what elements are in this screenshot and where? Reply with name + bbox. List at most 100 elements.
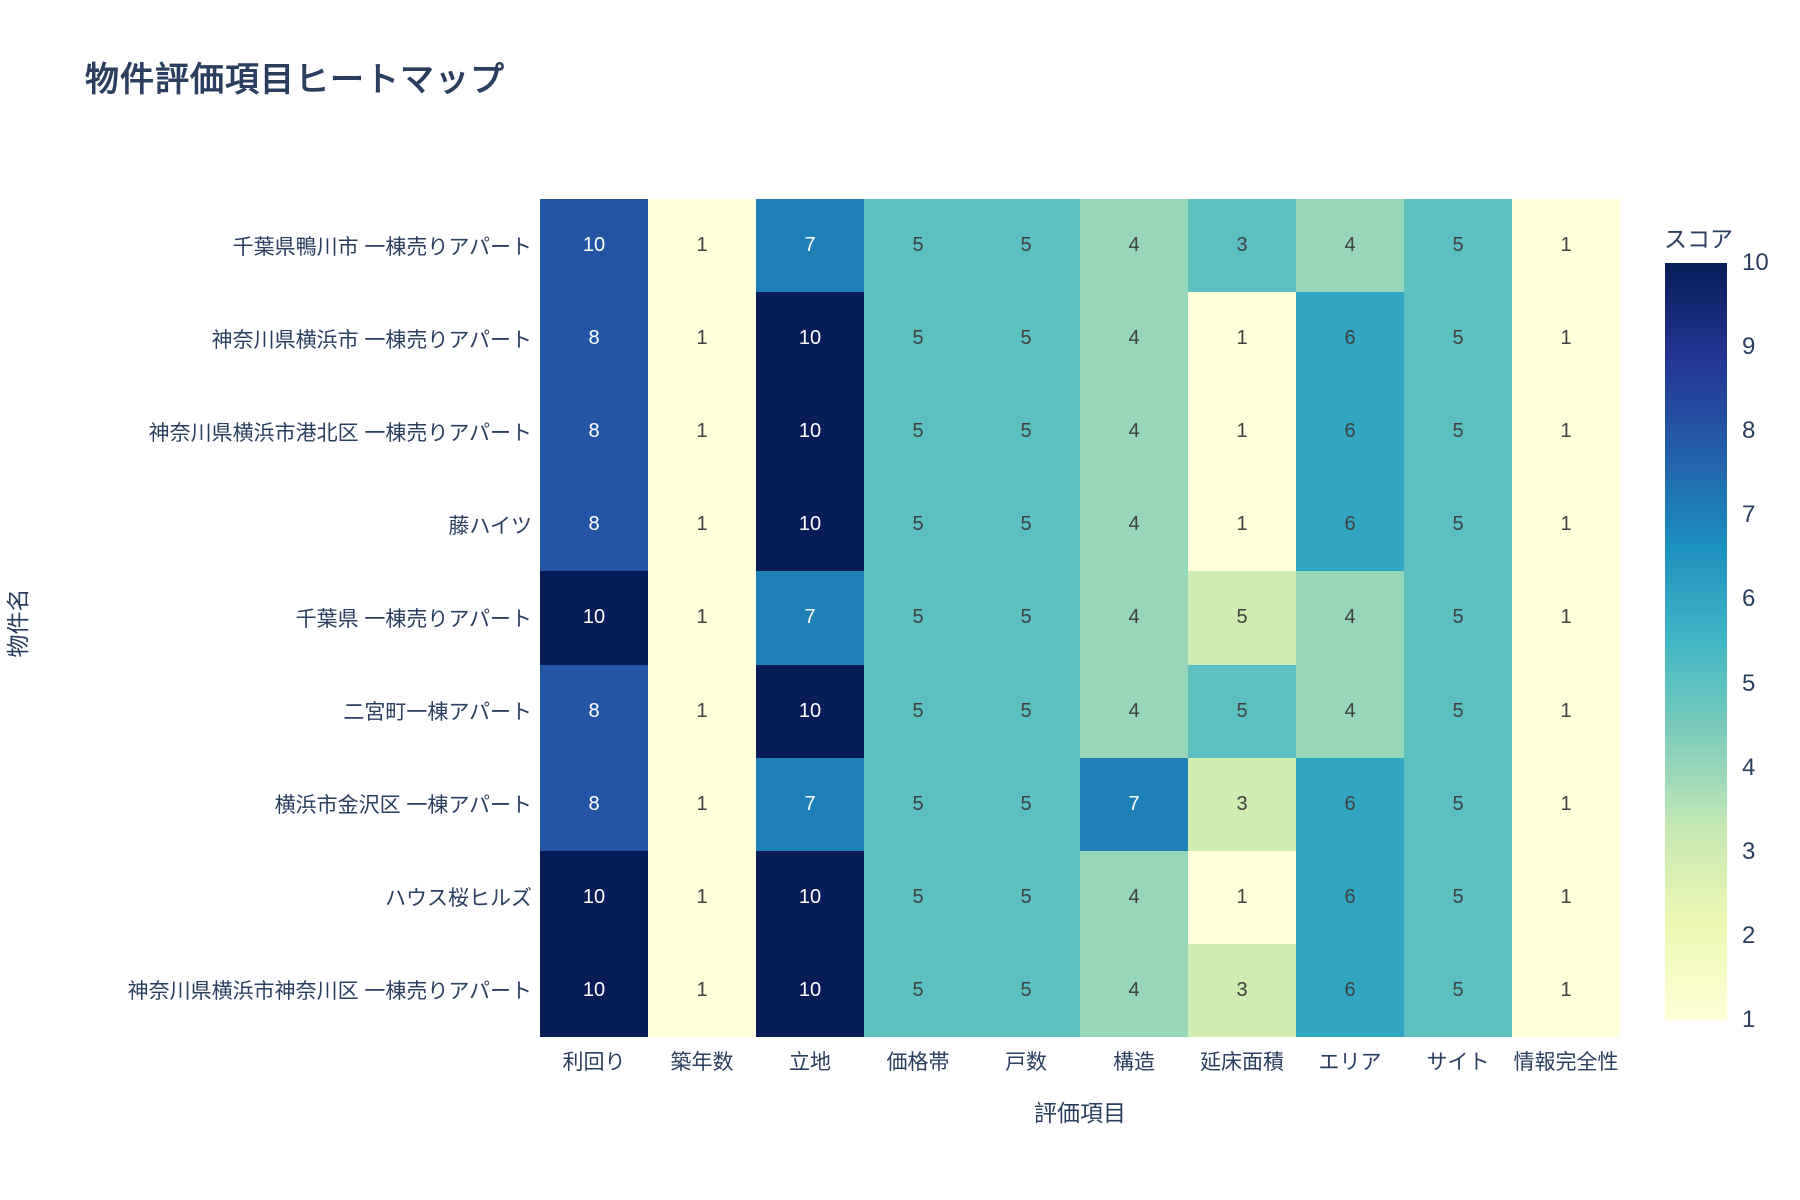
colorbar-tick-label: 10 xyxy=(1742,249,1769,276)
x-axis-title: 評価項目 xyxy=(1034,1100,1126,1126)
heatmap-cell: 1 xyxy=(1188,850,1296,944)
heatmap-cell: 1 xyxy=(648,664,756,758)
heatmap-cell: 4 xyxy=(1080,385,1188,479)
colorbar-gradient xyxy=(1665,263,1727,1020)
heatmap-cell: 1 xyxy=(648,385,756,479)
x-tick-label: サイト xyxy=(1426,1051,1490,1074)
heatmap-cell: 10 xyxy=(540,571,648,665)
heatmap-cell: 4 xyxy=(1296,664,1404,758)
heatmap-cell: 10 xyxy=(540,199,648,293)
x-tick-label: 利回り xyxy=(562,1051,626,1074)
heatmap-cell: 1 xyxy=(1512,850,1620,944)
heatmap-cell: 10 xyxy=(756,664,864,758)
heatmap-cell: 4 xyxy=(1080,850,1188,944)
heatmap-cell: 1 xyxy=(1512,292,1620,386)
heatmap-cell: 5 xyxy=(1404,385,1512,479)
heatmap-cell: 3 xyxy=(1188,757,1296,851)
heatmap-cell: 1 xyxy=(1512,943,1620,1037)
heatmap-cell: 4 xyxy=(1080,199,1188,293)
heatmap-cell: 5 xyxy=(864,478,972,572)
heatmap-cell: 5 xyxy=(864,292,972,386)
heatmap-cell: 7 xyxy=(1080,757,1188,851)
x-tick-label: エリア xyxy=(1318,1051,1382,1074)
heatmap-cell: 1 xyxy=(1512,664,1620,758)
heatmap-cell: 7 xyxy=(756,571,864,665)
y-tick-label: 横浜市金沢区 一棟アパート xyxy=(274,794,532,818)
heatmap-cell: 6 xyxy=(1296,292,1404,386)
heatmap-cell: 1 xyxy=(1512,757,1620,851)
heatmap-cell: 10 xyxy=(540,850,648,944)
heatmap-cell: 5 xyxy=(1188,664,1296,758)
heatmap-cell: 5 xyxy=(972,571,1080,665)
y-tick-label: 神奈川県横浜市神奈川区 一棟売りアパート xyxy=(127,980,532,1004)
heatmap-cell: 5 xyxy=(972,664,1080,758)
heatmap-cell: 1 xyxy=(648,292,756,386)
heatmap-cell: 4 xyxy=(1080,292,1188,386)
heatmap-cell: 10 xyxy=(756,292,864,386)
heatmap-cell: 5 xyxy=(864,757,972,851)
heatmap-cell: 1 xyxy=(1188,292,1296,386)
colorbar-tick-label: 5 xyxy=(1742,669,1756,697)
heatmap-cell: 4 xyxy=(1080,478,1188,572)
heatmap-cell: 5 xyxy=(1404,292,1512,386)
heatmap-cell: 8 xyxy=(540,757,648,851)
heatmap-cell: 5 xyxy=(1188,571,1296,665)
y-axis-title: 物件名 xyxy=(5,588,31,658)
heatmap-cell: 8 xyxy=(540,385,648,479)
y-tick-label: 二宮町一棟アパート xyxy=(343,701,532,725)
heatmap-cell: 1 xyxy=(1512,385,1620,479)
heatmap-cell: 5 xyxy=(1404,199,1512,293)
heatmap-cell: 5 xyxy=(864,943,972,1037)
y-tick-label: 藤ハイツ xyxy=(448,514,532,538)
y-tick-label: ハウス桜ヒルズ xyxy=(385,887,532,911)
heatmap-cell: 5 xyxy=(864,664,972,758)
heatmap-cell: 1 xyxy=(648,478,756,572)
heatmap-cell: 5 xyxy=(864,571,972,665)
heatmap-cell: 6 xyxy=(1296,478,1404,572)
x-tick-label: 価格帯 xyxy=(886,1051,950,1074)
colorbar-tick-label: 6 xyxy=(1742,585,1756,613)
x-tick-label: 立地 xyxy=(789,1051,831,1074)
heatmap-cell: 1 xyxy=(1512,571,1620,665)
heatmap-cell: 8 xyxy=(540,292,648,386)
heatmap-cell: 5 xyxy=(864,199,972,293)
heatmap-cell: 1 xyxy=(1512,478,1620,572)
heatmap-cell: 1 xyxy=(648,199,756,293)
heatmap-cell: 7 xyxy=(756,757,864,851)
heatmap-cell: 6 xyxy=(1296,943,1404,1037)
x-tick-label: 構造 xyxy=(1113,1051,1155,1074)
y-tick-label: 千葉県 一棟売りアパート xyxy=(295,608,532,631)
heatmap-cell: 5 xyxy=(972,757,1080,851)
chart-title: 物件評価項目ヒートマップ xyxy=(85,61,505,99)
heatmap-cell: 10 xyxy=(756,943,864,1037)
heatmap-cell: 1 xyxy=(1188,385,1296,479)
x-tick-label: 情報完全性 xyxy=(1513,1051,1619,1074)
heatmap-cell: 10 xyxy=(756,850,864,944)
colorbar-tick-label: 8 xyxy=(1742,417,1756,445)
heatmap-cell: 5 xyxy=(864,850,972,944)
colorbar-tick-label: 7 xyxy=(1742,501,1756,529)
heatmap-cell: 5 xyxy=(972,850,1080,944)
heatmap-cell: 8 xyxy=(540,478,648,572)
heatmap-cell: 8 xyxy=(540,664,648,758)
heatmap-cell: 5 xyxy=(1404,664,1512,758)
heatmap-cell: 10 xyxy=(756,478,864,572)
heatmap-cell: 10 xyxy=(540,943,648,1037)
heatmap-cell: 5 xyxy=(864,385,972,479)
colorbar-tick-label: 2 xyxy=(1742,921,1756,949)
heatmap-cell: 5 xyxy=(972,385,1080,479)
heatmap-cell: 1 xyxy=(1188,478,1296,572)
y-tick-label: 神奈川県横浜市 一棟売りアパート xyxy=(211,328,532,352)
colorbar-title: スコア xyxy=(1664,226,1733,252)
heatmap-cell: 5 xyxy=(972,478,1080,572)
heatmap-cell: 4 xyxy=(1296,199,1404,293)
heatmap-cell: 4 xyxy=(1296,571,1404,665)
x-tick-label: 戸数 xyxy=(1005,1051,1047,1074)
heatmap-cell: 1 xyxy=(648,757,756,851)
heatmap-cell: 5 xyxy=(972,292,1080,386)
heatmap-cell: 1 xyxy=(648,571,756,665)
heatmap-cell: 5 xyxy=(1404,943,1512,1037)
colorbar-tick-label: 9 xyxy=(1742,333,1756,361)
y-tick-label: 千葉県鴨川市 一棟売りアパート xyxy=(232,235,532,259)
